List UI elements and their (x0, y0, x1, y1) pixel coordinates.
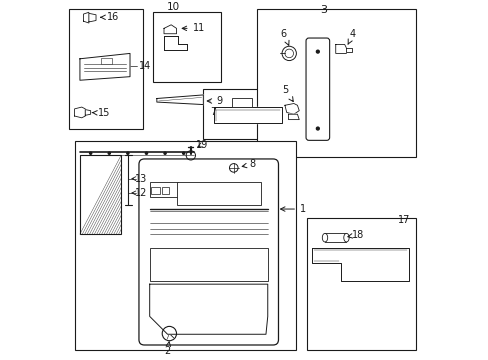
Text: 16: 16 (101, 12, 119, 22)
Text: 13: 13 (134, 174, 146, 184)
Circle shape (316, 127, 319, 130)
Text: 12: 12 (134, 188, 146, 198)
Circle shape (108, 152, 110, 154)
Circle shape (182, 152, 184, 154)
Bar (74, 141, 296, 350)
Polygon shape (163, 25, 176, 34)
Text: 8: 8 (242, 159, 256, 169)
Bar (69, 9, 142, 129)
Polygon shape (157, 95, 203, 104)
Text: 14: 14 (139, 61, 151, 71)
Bar (101, 58, 112, 64)
Circle shape (316, 50, 319, 53)
FancyBboxPatch shape (139, 159, 278, 345)
Bar (306, 218, 415, 350)
Bar (257, 9, 415, 157)
Polygon shape (74, 107, 85, 118)
Bar (80, 156, 121, 234)
Bar (203, 89, 290, 139)
Circle shape (145, 152, 147, 154)
Text: 3: 3 (319, 5, 326, 15)
FancyBboxPatch shape (305, 38, 329, 140)
Text: 9: 9 (207, 96, 222, 106)
Text: 10: 10 (166, 2, 179, 12)
Ellipse shape (343, 233, 348, 242)
Text: 2: 2 (164, 342, 170, 356)
Text: 6: 6 (280, 29, 288, 45)
Polygon shape (335, 45, 346, 53)
Text: 4: 4 (347, 29, 355, 44)
Text: 11: 11 (182, 23, 204, 33)
Polygon shape (325, 233, 346, 242)
Polygon shape (85, 109, 90, 115)
Polygon shape (285, 104, 299, 114)
Polygon shape (214, 107, 282, 123)
Text: 5: 5 (282, 85, 293, 102)
Text: 18: 18 (347, 230, 364, 240)
Polygon shape (149, 284, 267, 334)
Circle shape (126, 152, 129, 154)
Polygon shape (89, 13, 96, 22)
Bar (149, 248, 267, 280)
Bar (231, 98, 251, 107)
Text: 17: 17 (397, 215, 409, 225)
Polygon shape (288, 114, 299, 120)
Bar (176, 182, 260, 206)
Text: 1: 1 (280, 204, 305, 214)
Ellipse shape (322, 233, 327, 242)
Circle shape (89, 152, 92, 154)
Polygon shape (312, 248, 408, 280)
Text: 15: 15 (92, 108, 110, 118)
Polygon shape (80, 53, 130, 80)
Bar (149, 182, 178, 197)
Text: 7: 7 (210, 107, 216, 117)
Bar (151, 186, 160, 194)
Polygon shape (83, 12, 89, 23)
Bar (162, 186, 168, 194)
Circle shape (163, 152, 166, 154)
Bar (153, 12, 221, 82)
Text: 19: 19 (196, 140, 208, 150)
Polygon shape (346, 48, 351, 51)
